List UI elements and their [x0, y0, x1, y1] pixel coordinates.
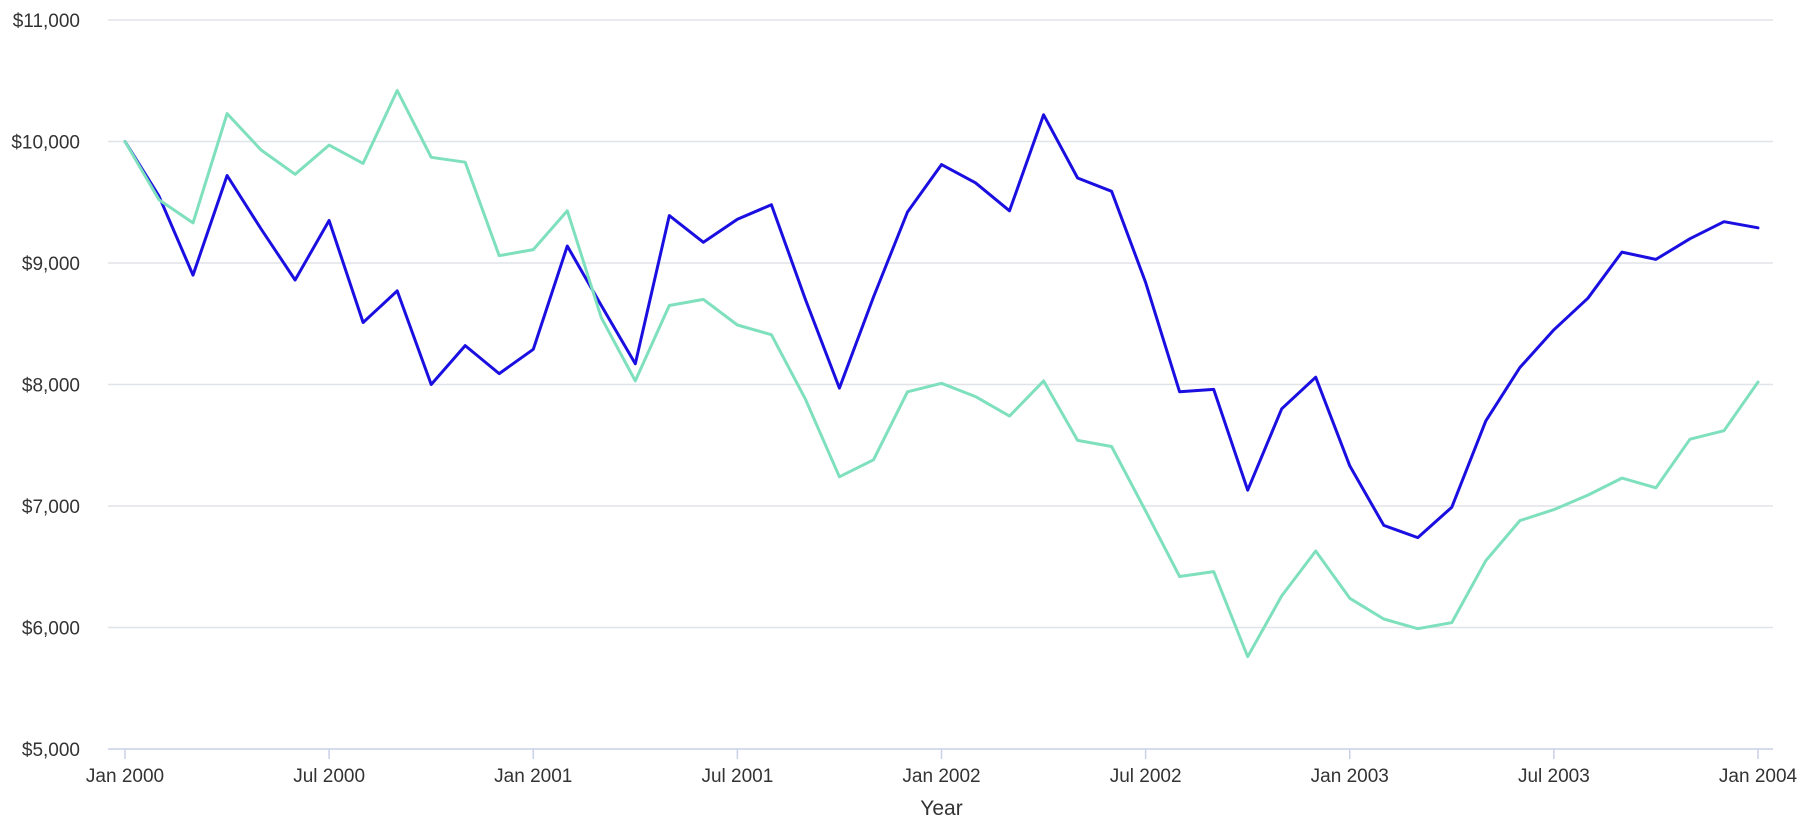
- x-tick-label: Jul 2000: [293, 766, 365, 787]
- axes: [108, 748, 1773, 759]
- tick-labels: $5,000 $6,000 $7,000 $8,000 $9,000 $10,000 $11…: [11, 11, 1797, 787]
- x-tick-label: Jul 2002: [1110, 766, 1182, 787]
- x-tick-label: Jul 2003: [1518, 766, 1590, 787]
- x-axis-title: Year: [920, 797, 962, 820]
- x-tick-label: Jan 2002: [902, 766, 980, 787]
- y-tick-label: $10,000: [11, 133, 80, 154]
- y-tick-label: $7,000: [22, 497, 80, 518]
- x-tick-label: Jul 2001: [701, 766, 773, 787]
- series-line-1: [123, 113, 1760, 540]
- x-tick-label: Jan 2003: [1311, 766, 1389, 787]
- y-tick-label: $8,000: [22, 376, 80, 397]
- gridlines: [108, 19, 1773, 629]
- y-tick-label: $5,000: [22, 740, 80, 761]
- y-tick-label: $11,000: [13, 11, 80, 32]
- series-line-2: [123, 89, 1760, 659]
- y-tick-label: $9,000: [22, 254, 80, 275]
- x-tick-label: Jan 2001: [494, 766, 572, 787]
- x-tick-label: Jan 2000: [86, 766, 164, 787]
- series-lines: [123, 89, 1760, 659]
- y-tick-label: $6,000: [22, 619, 80, 640]
- x-tick-label: Jan 2004: [1719, 766, 1798, 787]
